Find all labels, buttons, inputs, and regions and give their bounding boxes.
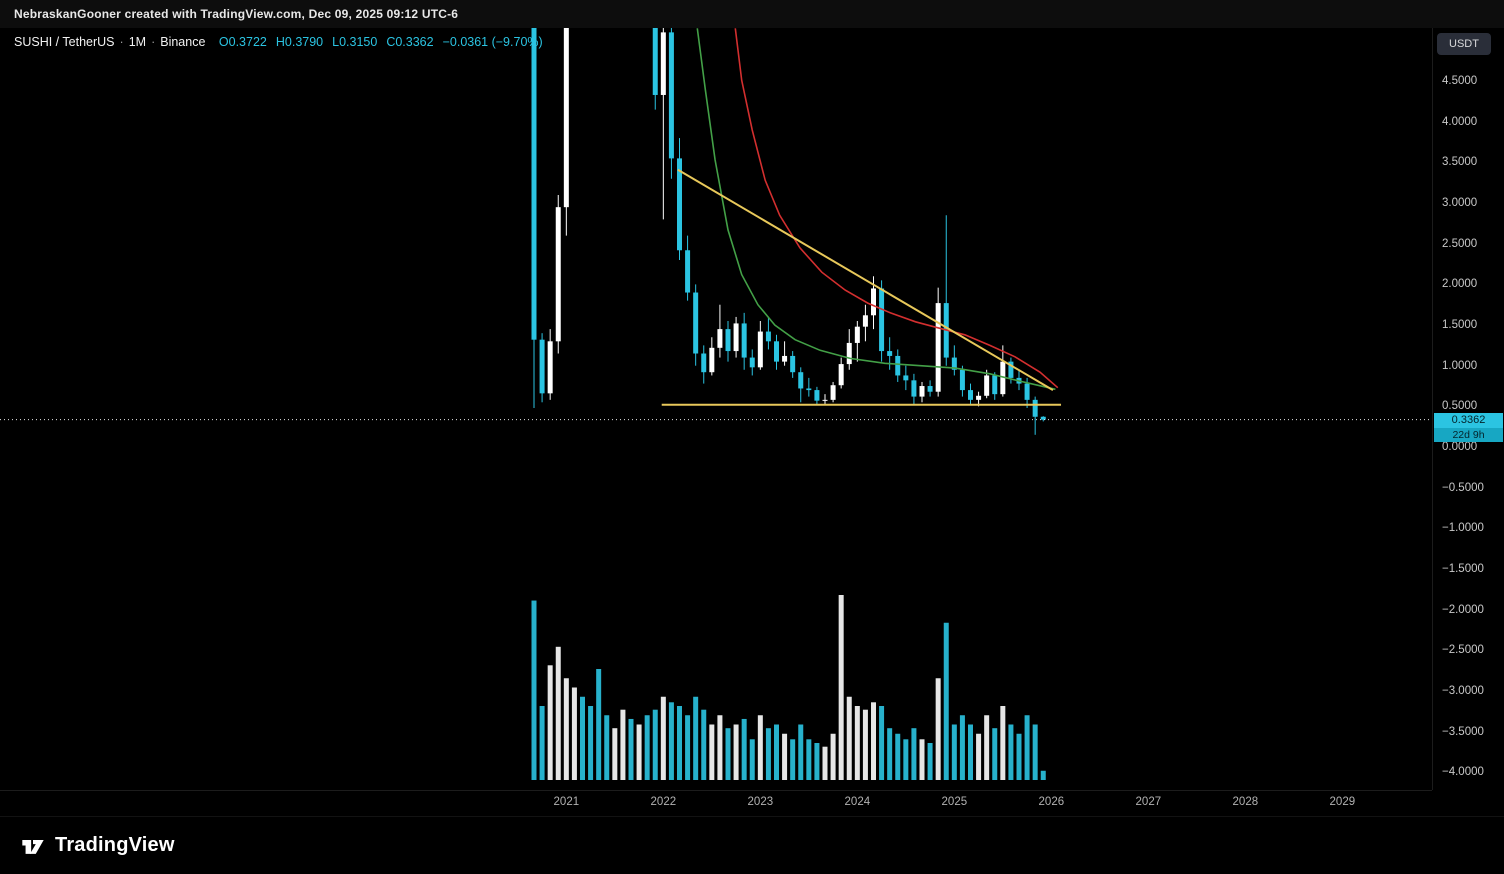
price-tick: −0.5000	[1442, 481, 1484, 494]
tradingview-logo-text: TradingView	[55, 834, 175, 856]
price-tick: 2.5000	[1442, 237, 1478, 250]
ohlc-open: O0.3722	[218, 35, 267, 49]
tradingview-logo[interactable]: TradingView	[20, 833, 175, 859]
price-tick: 1.0000	[1442, 359, 1478, 372]
tradingview-logo-icon	[22, 839, 44, 854]
symbol-legend[interactable]: SUSHI / TetherUS · 1M · Binance O0.3722 H0.37…	[14, 35, 552, 49]
currency-button[interactable]: USDT	[1437, 33, 1491, 55]
price-scale[interactable]: USDT 4.5000 4.0000 3.5000 3.0000 2.5000 2.000…	[1432, 28, 1504, 790]
legend-separator: ·	[119, 35, 124, 49]
price-tick: −2.5000	[1442, 644, 1484, 657]
time-scale[interactable]: 2021 2022 2023 2024 2025 2026 2027 2028 2029	[0, 790, 1432, 816]
price-tick: −4.0000	[1442, 766, 1484, 779]
bar-countdown: 22d 9h	[1434, 427, 1503, 442]
price-tick: 3.5000	[1442, 156, 1478, 169]
price-tick: −2.0000	[1442, 603, 1484, 616]
time-tick: 2028	[1232, 796, 1259, 808]
price-tick: 4.0000	[1442, 115, 1478, 128]
time-tick: 2021	[553, 796, 580, 808]
attribution-text: NebraskanGooner created with TradingView…	[14, 7, 459, 21]
time-tick: 2023	[747, 796, 774, 808]
footer-bar: TradingView	[0, 816, 1504, 874]
price-tick: −1.0000	[1442, 522, 1484, 535]
time-tick: 2024	[844, 796, 871, 808]
price-tick: 3.0000	[1442, 197, 1478, 210]
price-tick: 1.5000	[1442, 319, 1478, 332]
symbol-name[interactable]: SUSHI / TetherUS	[14, 35, 115, 49]
price-tick: 0.0000	[1442, 441, 1478, 453]
time-tick: 2025	[941, 796, 968, 808]
price-tick: 4.5000	[1442, 75, 1478, 88]
time-tick: 2027	[1135, 796, 1162, 808]
time-tick: 2022	[650, 796, 677, 808]
time-tick: 2026	[1038, 796, 1065, 808]
ohlc-low: L0.3150	[332, 35, 378, 49]
price-tick: −3.5000	[1442, 725, 1484, 738]
time-tick: 2029	[1329, 796, 1356, 808]
ohlc-change: −0.0361 (−9.70%)	[442, 35, 543, 49]
exchange-label: Binance	[160, 35, 206, 49]
interval-label[interactable]: 1M	[128, 35, 147, 49]
price-tick: −3.0000	[1442, 684, 1484, 697]
ohlc-close: C0.3362	[386, 35, 434, 49]
last-price-value: 0.3362	[1434, 412, 1503, 428]
ohlc-high: H0.3790	[275, 35, 324, 49]
legend-separator: ·	[151, 35, 156, 49]
price-tick: 0.5000	[1442, 400, 1478, 413]
last-price-label: 0.3362 22d 9h	[1434, 412, 1503, 442]
price-tick: 2.0000	[1442, 278, 1478, 291]
attribution-bar: NebraskanGooner created with TradingView…	[0, 0, 1504, 28]
price-tick: −1.5000	[1442, 562, 1484, 575]
